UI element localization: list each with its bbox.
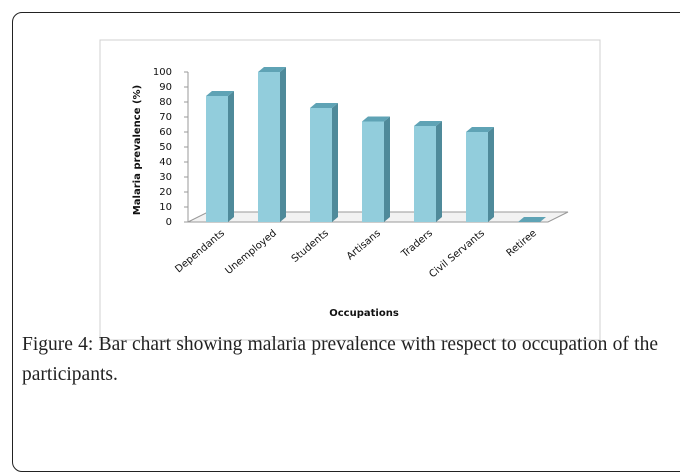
bar-top: [362, 116, 390, 122]
y-tick-label: 80: [159, 97, 172, 108]
chart-area: [99, 39, 601, 341]
y-tick-label: 50: [159, 142, 172, 153]
bar: [466, 132, 488, 222]
bar-top: [414, 121, 442, 126]
bar: [206, 96, 228, 222]
bar: [310, 108, 332, 222]
bar-side: [436, 121, 442, 222]
y-tick-label: 10: [159, 202, 172, 213]
y-tick-label: 40: [159, 157, 172, 168]
y-tick-label: 60: [159, 127, 172, 138]
bar-side: [488, 127, 494, 222]
bar-side: [280, 67, 286, 222]
y-tick-label: 30: [159, 172, 172, 183]
y-tick-label: 0: [166, 217, 172, 228]
y-tick-label: 20: [159, 187, 172, 198]
chart: Malaria prevalence (%) Occupations 0 10 20…: [99, 39, 601, 341]
bar-top: [518, 217, 546, 222]
bar-side: [228, 91, 234, 222]
bar: [258, 72, 280, 222]
y-tick-label: 90: [159, 82, 172, 93]
bar-side: [332, 103, 338, 222]
x-axis-label: Occupations: [329, 308, 399, 319]
y-tick-label: 100: [153, 67, 172, 78]
bar-top: [258, 67, 286, 72]
bar-side: [384, 116, 390, 222]
page: {"chart_data": {"type": "bar", "categori…: [12, 12, 680, 472]
bar: [414, 126, 436, 222]
bar-top: [206, 91, 234, 96]
bar: [362, 121, 384, 222]
figure-caption: Figure 4: Bar chart showing malaria prev…: [22, 334, 658, 385]
y-tick-label: 70: [159, 112, 172, 123]
y-axis-label: Malaria prevalence (%): [132, 85, 143, 215]
bar-top: [310, 103, 338, 108]
bar-top: [466, 127, 494, 132]
